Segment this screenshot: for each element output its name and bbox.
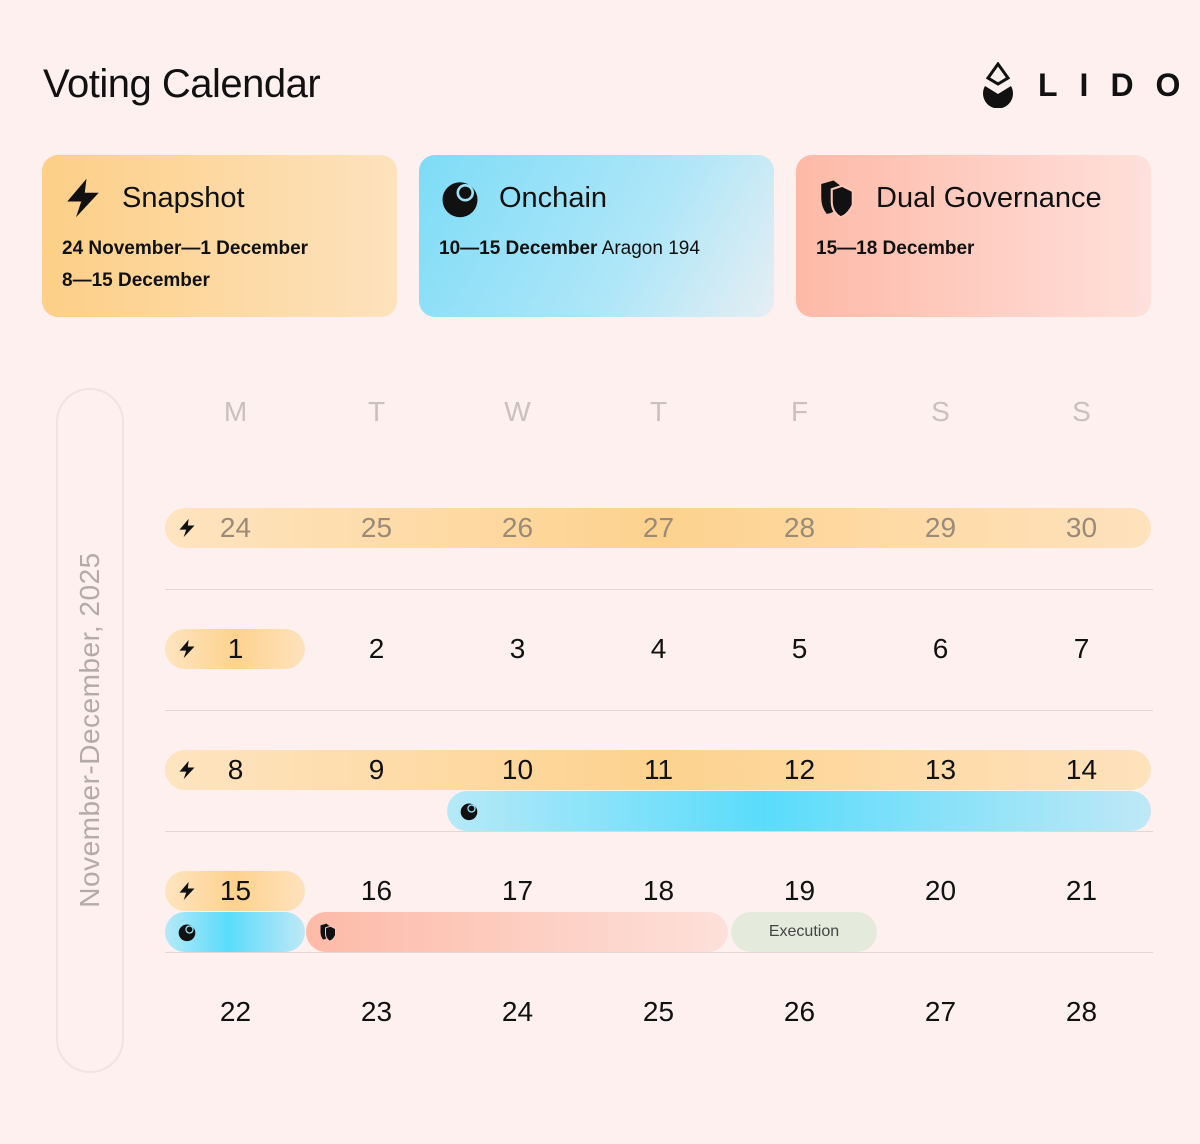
logo-text: LIDO: [1038, 66, 1200, 103]
day-cell[interactable]: 20: [924, 875, 957, 906]
period-pill: [56, 388, 124, 1073]
day-cell[interactable]: 10: [501, 754, 534, 785]
snapshot-bar[interactable]: [165, 508, 1151, 548]
date-range: 15—18 December: [816, 238, 975, 259]
day-cell[interactable]: 24: [219, 512, 252, 543]
day-cell[interactable]: 30: [1065, 512, 1098, 543]
date-range: 8—15 December: [62, 270, 210, 291]
snapshot-bar[interactable]: [165, 750, 1151, 790]
day-cell[interactable]: 28: [783, 512, 816, 543]
weekday-header: W: [504, 396, 531, 427]
page-title: Voting Calendar: [43, 62, 321, 106]
day-cell[interactable]: 2: [368, 633, 385, 664]
card-title: Snapshot: [122, 181, 245, 214]
snapshot-bar[interactable]: [165, 871, 305, 911]
day-cell[interactable]: 27: [642, 512, 675, 543]
lightning-icon: [177, 518, 197, 538]
day-cell[interactable]: 15: [219, 875, 252, 906]
onchain-bar[interactable]: [165, 912, 305, 952]
day-cell[interactable]: 8: [227, 754, 244, 785]
lido-drop-icon: [983, 62, 1013, 108]
day-cell[interactable]: 25: [642, 996, 675, 1027]
date-range: 24 November—1 December: [62, 238, 309, 259]
snapshot-card: Snapshot 24 November—1 December 8—15 Dece…: [42, 155, 397, 317]
dual-governance-bar[interactable]: [306, 912, 728, 952]
weekday-header: F: [790, 396, 809, 427]
weekday-header: M: [223, 396, 248, 427]
row-divider: [165, 589, 1153, 590]
day-cell[interactable]: 16: [360, 875, 393, 906]
day-cell[interactable]: 6: [932, 633, 949, 664]
day-cell[interactable]: 22: [219, 996, 252, 1027]
day-cell[interactable]: 27: [924, 996, 957, 1027]
day-cell[interactable]: 4: [650, 633, 667, 664]
day-cell[interactable]: 13: [924, 754, 957, 785]
weekday-header: T: [367, 396, 386, 427]
aragon-icon: [442, 182, 478, 218]
aragon-icon: [459, 801, 479, 821]
day-cell[interactable]: 25: [360, 512, 393, 543]
row-divider: [165, 952, 1153, 953]
day-cell[interactable]: 21: [1065, 875, 1098, 906]
lightning-icon: [67, 178, 99, 218]
weekday-header: S: [1072, 396, 1091, 427]
onchain-bar[interactable]: [447, 791, 1151, 831]
day-cell[interactable]: 19: [783, 875, 816, 906]
lido-logo: LIDO: [980, 62, 1200, 108]
proposal-name: Aragon 194: [597, 238, 700, 259]
snapshot-bar[interactable]: [165, 629, 305, 669]
date-range: 10—15 December: [439, 238, 598, 259]
day-cell[interactable]: 23: [360, 996, 393, 1027]
day-cell[interactable]: 17: [501, 875, 534, 906]
day-cell[interactable]: 26: [783, 996, 816, 1027]
shield-icon: [318, 922, 338, 942]
lightning-icon: [177, 881, 197, 901]
day-cell[interactable]: 28: [1065, 996, 1098, 1027]
day-cell[interactable]: 1: [227, 633, 244, 664]
day-cell[interactable]: 12: [783, 754, 816, 785]
lightning-icon: [177, 639, 197, 659]
day-cell[interactable]: 5: [791, 633, 808, 664]
weekday-header: T: [649, 396, 668, 427]
onchain-card: Onchain 10—15 December Aragon 194: [419, 155, 774, 317]
day-cell[interactable]: 14: [1065, 754, 1098, 785]
day-cell[interactable]: 18: [642, 875, 675, 906]
row-divider: [165, 831, 1153, 832]
day-cell[interactable]: 11: [643, 754, 674, 785]
row-divider: [165, 710, 1153, 711]
shield-icon: [821, 180, 854, 219]
day-cell[interactable]: 24: [501, 996, 534, 1027]
card-title: Onchain: [499, 181, 608, 214]
day-cell[interactable]: 7: [1073, 633, 1090, 664]
execution-bar[interactable]: Execution: [731, 912, 877, 952]
day-cell[interactable]: 3: [509, 633, 526, 664]
lightning-icon: [177, 760, 197, 780]
dual-governance-card: Dual Governance 15—18 December: [796, 155, 1151, 317]
period-label: November-December, 2025: [74, 552, 105, 908]
day-cell[interactable]: 26: [501, 512, 534, 543]
aragon-icon: [177, 922, 197, 942]
day-cell[interactable]: 29: [924, 512, 957, 543]
day-cell[interactable]: 9: [368, 754, 385, 785]
weekday-header: S: [931, 396, 950, 427]
card-title: Dual Governance: [876, 181, 1102, 214]
